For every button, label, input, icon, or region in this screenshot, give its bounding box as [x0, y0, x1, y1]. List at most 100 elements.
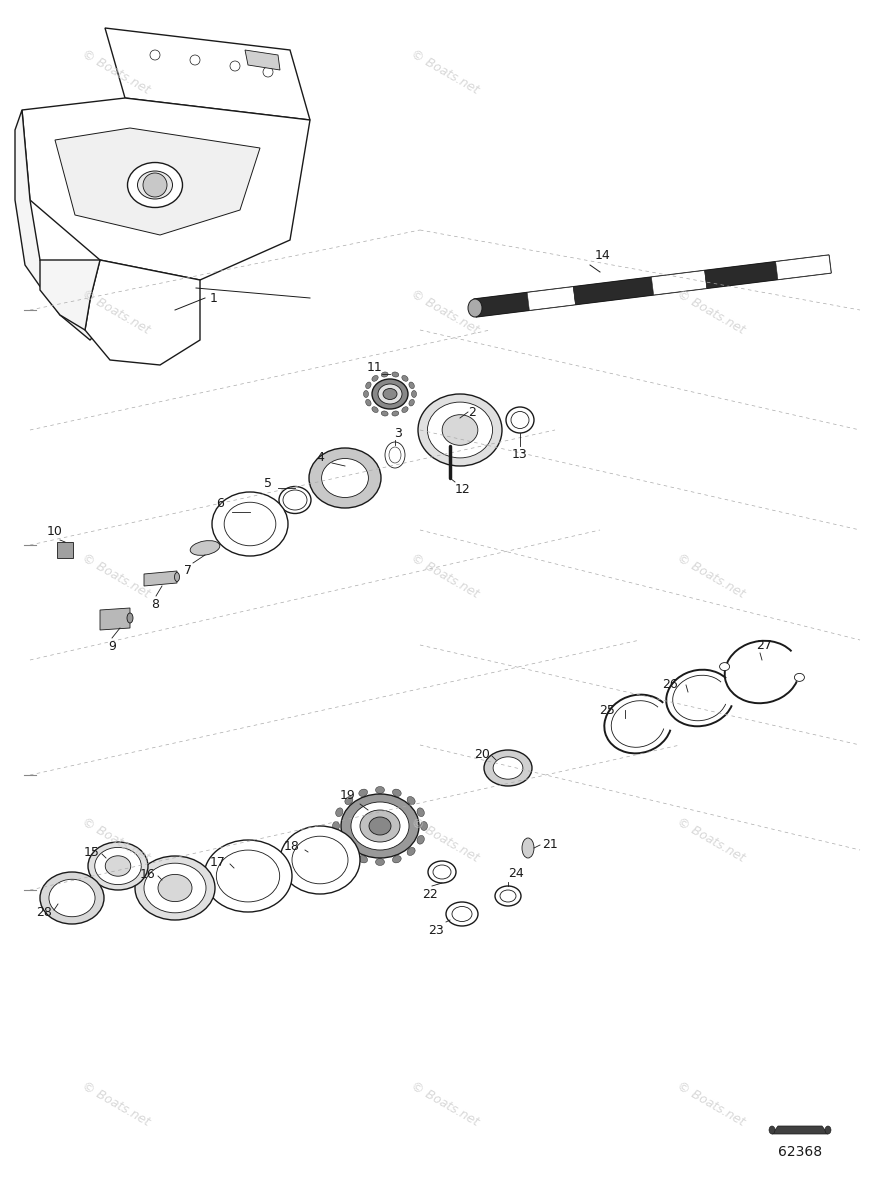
Ellipse shape [409, 400, 414, 406]
Ellipse shape [212, 492, 288, 556]
Ellipse shape [144, 863, 206, 913]
Text: © Boats.net: © Boats.net [79, 815, 152, 865]
Circle shape [230, 61, 240, 71]
Ellipse shape [409, 382, 414, 389]
Text: © Boats.net: © Boats.net [408, 47, 481, 97]
Text: © Boats.net: © Boats.net [408, 287, 481, 337]
Polygon shape [105, 28, 310, 120]
Ellipse shape [825, 1126, 831, 1134]
Ellipse shape [351, 802, 409, 850]
Ellipse shape [769, 1126, 775, 1134]
Ellipse shape [446, 902, 478, 926]
Ellipse shape [49, 880, 95, 917]
Ellipse shape [392, 856, 401, 863]
Text: © Boats.net: © Boats.net [675, 551, 748, 601]
Text: © Boats.net: © Boats.net [408, 1079, 481, 1129]
Ellipse shape [336, 835, 343, 844]
Text: 1: 1 [210, 292, 218, 305]
Ellipse shape [372, 376, 378, 382]
Text: 2: 2 [468, 406, 476, 419]
Polygon shape [15, 110, 100, 340]
Ellipse shape [190, 541, 220, 556]
Text: 6: 6 [216, 497, 224, 510]
Ellipse shape [418, 394, 502, 466]
Ellipse shape [138, 170, 172, 199]
Ellipse shape [359, 790, 367, 797]
Text: 3: 3 [394, 427, 402, 440]
Polygon shape [527, 287, 575, 311]
Polygon shape [100, 608, 130, 630]
Polygon shape [652, 270, 707, 295]
Ellipse shape [364, 390, 369, 397]
Polygon shape [22, 98, 310, 280]
Ellipse shape [417, 835, 424, 844]
Ellipse shape [428, 402, 493, 458]
Ellipse shape [484, 750, 532, 786]
Ellipse shape [105, 856, 131, 876]
Text: 19: 19 [340, 790, 355, 802]
Ellipse shape [204, 840, 292, 912]
Text: 12: 12 [455, 482, 471, 496]
Ellipse shape [322, 458, 368, 498]
Ellipse shape [719, 662, 730, 671]
Ellipse shape [522, 838, 534, 858]
Ellipse shape [417, 808, 424, 816]
Ellipse shape [40, 872, 104, 924]
Ellipse shape [407, 797, 415, 804]
Text: 8: 8 [151, 598, 159, 611]
Ellipse shape [381, 410, 388, 416]
Ellipse shape [428, 862, 456, 883]
Ellipse shape [345, 797, 353, 804]
Polygon shape [705, 262, 778, 288]
Ellipse shape [365, 400, 371, 406]
Ellipse shape [385, 442, 405, 468]
Ellipse shape [359, 856, 367, 863]
Ellipse shape [495, 886, 521, 906]
Ellipse shape [392, 790, 401, 797]
Ellipse shape [95, 847, 141, 884]
Text: 4: 4 [316, 451, 324, 464]
Ellipse shape [392, 410, 399, 416]
Polygon shape [144, 571, 177, 586]
Ellipse shape [375, 786, 385, 793]
Ellipse shape [224, 503, 276, 546]
Polygon shape [57, 542, 73, 558]
Circle shape [143, 173, 167, 197]
Polygon shape [55, 128, 260, 235]
Ellipse shape [381, 372, 388, 377]
Ellipse shape [127, 162, 182, 208]
Ellipse shape [369, 817, 391, 835]
Ellipse shape [468, 299, 482, 317]
Ellipse shape [88, 842, 148, 890]
Polygon shape [474, 256, 831, 317]
Text: 62368: 62368 [778, 1145, 822, 1159]
Ellipse shape [412, 390, 417, 397]
Ellipse shape [375, 858, 385, 865]
Ellipse shape [341, 794, 419, 858]
Ellipse shape [392, 372, 399, 377]
Text: 5: 5 [264, 476, 272, 490]
Text: © Boats.net: © Boats.net [408, 551, 481, 601]
Ellipse shape [420, 822, 428, 830]
Ellipse shape [389, 446, 401, 463]
Ellipse shape [127, 613, 133, 623]
Ellipse shape [372, 407, 378, 413]
Ellipse shape [795, 673, 805, 682]
Text: © Boats.net: © Boats.net [79, 287, 152, 337]
Polygon shape [245, 50, 280, 70]
Text: 24: 24 [508, 866, 524, 880]
Ellipse shape [383, 389, 397, 400]
Ellipse shape [442, 415, 478, 445]
Text: 15: 15 [84, 846, 100, 858]
Text: © Boats.net: © Boats.net [675, 287, 748, 337]
Ellipse shape [332, 822, 340, 830]
Ellipse shape [174, 572, 180, 582]
Polygon shape [474, 293, 529, 317]
Text: 18: 18 [284, 840, 300, 852]
Text: 17: 17 [210, 856, 226, 869]
Text: © Boats.net: © Boats.net [408, 815, 481, 865]
Ellipse shape [336, 808, 343, 816]
Text: 13: 13 [512, 448, 528, 461]
Ellipse shape [309, 448, 381, 508]
Text: 26: 26 [662, 678, 678, 691]
